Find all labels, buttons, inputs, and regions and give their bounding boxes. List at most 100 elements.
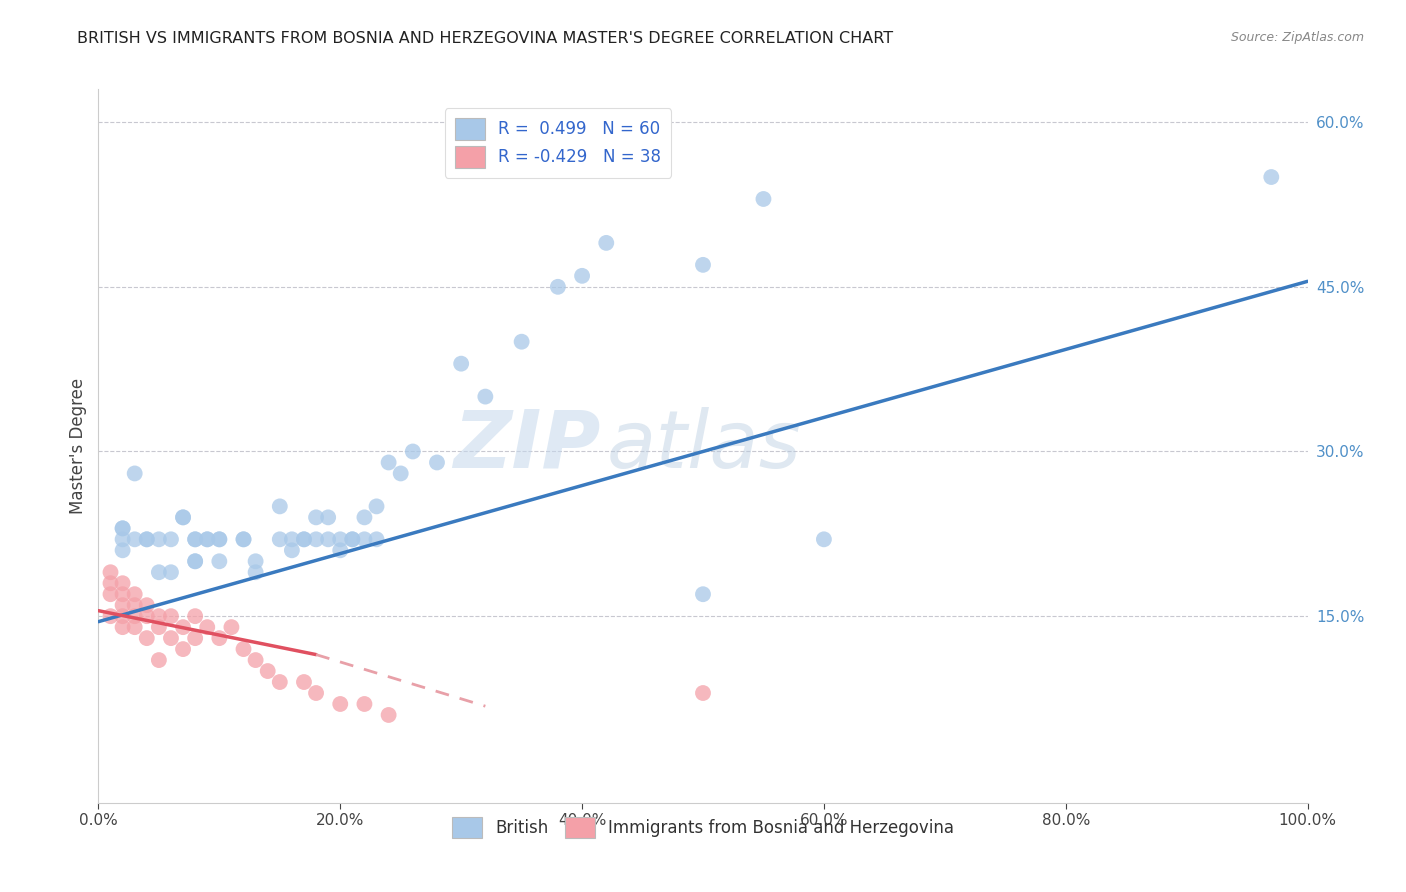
Point <box>692 258 714 272</box>
Point <box>111 598 134 612</box>
Point <box>111 543 134 558</box>
Point <box>595 235 617 250</box>
Point <box>184 631 207 645</box>
Point <box>316 510 339 524</box>
Point <box>208 533 231 547</box>
Point <box>329 543 352 558</box>
Point <box>160 566 183 580</box>
Point <box>184 554 207 568</box>
Point <box>160 609 183 624</box>
Point <box>195 533 218 547</box>
Point <box>269 675 291 690</box>
Point <box>281 543 304 558</box>
Point <box>135 631 157 645</box>
Point <box>124 620 146 634</box>
Point <box>245 554 267 568</box>
Point <box>100 566 122 580</box>
Point <box>111 521 134 535</box>
Point <box>292 675 315 690</box>
Point <box>329 697 352 711</box>
Point <box>135 609 157 624</box>
Point <box>232 642 254 657</box>
Point <box>353 697 375 711</box>
Point <box>269 500 291 514</box>
Point <box>692 587 714 601</box>
Point <box>148 620 170 634</box>
Point <box>124 533 146 547</box>
Point <box>195 533 218 547</box>
Point <box>316 533 339 547</box>
Point <box>256 664 278 678</box>
Point <box>100 587 122 601</box>
Point <box>366 500 388 514</box>
Point <box>135 533 157 547</box>
Point <box>160 631 183 645</box>
Point <box>208 631 231 645</box>
Point <box>184 554 207 568</box>
Point <box>100 609 122 624</box>
Point <box>450 357 472 371</box>
Text: ZIP: ZIP <box>453 407 600 485</box>
Point <box>281 533 304 547</box>
Point <box>135 598 157 612</box>
Point <box>208 554 231 568</box>
Text: Source: ZipAtlas.com: Source: ZipAtlas.com <box>1230 31 1364 45</box>
Point <box>111 609 134 624</box>
Point <box>195 620 218 634</box>
Point <box>305 686 328 700</box>
Point <box>124 587 146 601</box>
Point <box>135 533 157 547</box>
Point <box>329 533 352 547</box>
Point <box>232 533 254 547</box>
Point <box>124 598 146 612</box>
Point <box>172 510 194 524</box>
Point <box>184 533 207 547</box>
Point <box>245 653 267 667</box>
Text: atlas: atlas <box>606 407 801 485</box>
Point <box>172 620 194 634</box>
Point <box>184 609 207 624</box>
Point <box>692 686 714 700</box>
Y-axis label: Master's Degree: Master's Degree <box>69 378 87 514</box>
Point <box>752 192 775 206</box>
Point <box>813 533 835 547</box>
Point <box>172 510 194 524</box>
Point <box>245 566 267 580</box>
Point <box>510 334 533 349</box>
Point <box>124 467 146 481</box>
Point <box>305 533 328 547</box>
Point <box>342 533 364 547</box>
Point <box>184 533 207 547</box>
Point <box>571 268 593 283</box>
Point <box>148 609 170 624</box>
Point <box>342 533 364 547</box>
Point <box>221 620 243 634</box>
Point <box>402 444 425 458</box>
Point <box>377 455 399 469</box>
Point <box>366 533 388 547</box>
Legend: British, Immigrants from Bosnia and Herzegovina: British, Immigrants from Bosnia and Herz… <box>441 806 965 848</box>
Point <box>426 455 449 469</box>
Point <box>111 620 134 634</box>
Point <box>232 533 254 547</box>
Point <box>111 533 134 547</box>
Point <box>160 533 183 547</box>
Point <box>389 467 412 481</box>
Point <box>111 576 134 591</box>
Point <box>305 510 328 524</box>
Point <box>148 566 170 580</box>
Point <box>124 609 146 624</box>
Point <box>269 533 291 547</box>
Point <box>353 510 375 524</box>
Point <box>208 533 231 547</box>
Point <box>547 280 569 294</box>
Point <box>292 533 315 547</box>
Point <box>474 390 496 404</box>
Text: BRITISH VS IMMIGRANTS FROM BOSNIA AND HERZEGOVINA MASTER'S DEGREE CORRELATION CH: BRITISH VS IMMIGRANTS FROM BOSNIA AND HE… <box>77 31 893 46</box>
Point <box>111 521 134 535</box>
Point <box>100 576 122 591</box>
Point <box>1260 169 1282 184</box>
Point <box>172 642 194 657</box>
Point <box>377 708 399 723</box>
Point <box>292 533 315 547</box>
